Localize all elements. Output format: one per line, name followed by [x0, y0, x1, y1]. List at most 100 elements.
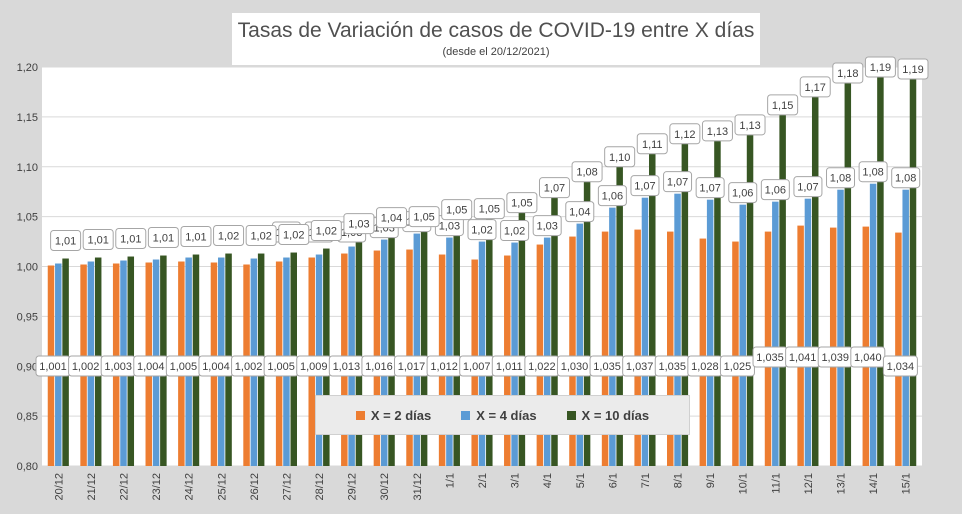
- data-label-x4-box: [663, 171, 693, 193]
- data-label-x10: 1,05: [479, 204, 500, 216]
- bar: [706, 199, 714, 467]
- data-label-x10: 1,08: [576, 167, 597, 179]
- bar: [453, 219, 460, 466]
- data-label-x10-box: [832, 62, 864, 84]
- data-label-x10-box: [864, 56, 896, 78]
- x-tick-label: 2/1: [477, 473, 489, 488]
- bar: [478, 241, 486, 466]
- data-label-x2: 1,005: [170, 361, 198, 373]
- x-tick-label: 28/12: [314, 473, 326, 501]
- bar: [649, 153, 656, 466]
- data-label-x4: 1,06: [732, 188, 753, 200]
- data-label-x4: 1,06: [765, 185, 786, 197]
- bar: [486, 218, 493, 466]
- data-label-x10-box: [115, 228, 147, 250]
- data-label-x10: 1,01: [55, 236, 76, 248]
- x-tick-label: 11/1: [770, 473, 782, 494]
- data-label-x2: 1,002: [72, 361, 100, 373]
- data-label-x4: 1,02: [471, 225, 492, 237]
- data-label-x4: 1,02: [504, 226, 525, 238]
- x-tick-label: 8/1: [673, 473, 685, 488]
- legend-item-x10: X = 10 días: [566, 408, 649, 423]
- data-label-x10-box: [538, 177, 570, 199]
- data-label-x10-box: [50, 230, 82, 252]
- data-label-x10-box: [180, 226, 212, 248]
- data-label-x10-box: [376, 207, 408, 229]
- data-label-x2: 1,003: [104, 361, 132, 373]
- data-label-x2: 1,030: [561, 361, 589, 373]
- data-label-x10: 1,13: [739, 120, 760, 132]
- legend-label-x2: X = 2 días: [370, 407, 432, 423]
- x-tick-label: 12/1: [803, 473, 815, 494]
- legend-swatch-x2: [355, 410, 365, 420]
- data-label-x10-box: [343, 213, 375, 235]
- bar: [551, 197, 558, 467]
- data-label-x4: 1,08: [862, 167, 883, 179]
- legend-item-x2: X = 2 días: [355, 407, 432, 423]
- y-tick-label: 0,80: [17, 461, 38, 473]
- data-label-x2: 1,002: [235, 361, 263, 373]
- x-tick-label: 24/12: [184, 473, 196, 501]
- data-label-x2: 1,037: [626, 361, 654, 373]
- chart-subtitle: (desde el 20/12/2021): [442, 46, 550, 58]
- bar: [811, 96, 819, 467]
- bar: [877, 76, 884, 466]
- data-label-x10: 1,02: [218, 231, 239, 243]
- x-tick-label: 21/12: [86, 473, 98, 501]
- data-label-x10-box: [897, 58, 929, 80]
- data-label-x4: 1,04: [569, 207, 590, 219]
- bar: [779, 114, 786, 466]
- x-tick-label: 7/1: [640, 473, 652, 488]
- data-label-x4: 1,03: [439, 221, 460, 233]
- bar: [511, 242, 518, 466]
- bar: [746, 134, 754, 466]
- data-label-x10: 1,12: [674, 129, 695, 141]
- data-label-x4: 1,06: [602, 191, 623, 203]
- bar: [609, 207, 616, 466]
- data-label-x4-box: [467, 219, 497, 241]
- legend-swatch-x4: [461, 410, 471, 420]
- x-tick-label: 27/12: [281, 473, 293, 501]
- bar: [420, 226, 428, 466]
- data-label-x2: 1,017: [398, 361, 426, 373]
- bar: [772, 201, 779, 466]
- data-label-x2: 1,004: [202, 361, 230, 373]
- bar: [601, 231, 609, 466]
- data-label-x4-box: [728, 182, 758, 204]
- x-tick-label: 30/12: [379, 473, 391, 501]
- x-tick-label: 9/1: [705, 473, 717, 488]
- data-label-x10-box: [734, 114, 766, 136]
- data-label-x10: 1,01: [120, 234, 141, 246]
- x-tick-label: 13/1: [836, 473, 848, 494]
- x-tick-label: 20/12: [53, 473, 65, 501]
- chart-title: Tasas de Variación de casos de COVID-19 …: [237, 19, 755, 42]
- data-label-x2: 1,004: [137, 361, 165, 373]
- data-label-x10-box: [245, 225, 277, 247]
- bar: [674, 193, 681, 466]
- data-label-x4-box: [630, 175, 660, 197]
- data-label-x4-box: [891, 167, 921, 189]
- data-label-x2: 1,012: [430, 361, 458, 373]
- data-label-x2: 1,005: [267, 361, 295, 373]
- data-label-x2: 1,028: [691, 361, 719, 373]
- y-tick-label: 1,20: [17, 62, 38, 74]
- y-tick-label: 1,00: [17, 262, 38, 274]
- data-label-x10: 1,05: [446, 205, 467, 217]
- data-label-x10: 1,05: [511, 198, 532, 210]
- data-label-x2: 1,040: [854, 352, 882, 364]
- data-label-x4: 1,08: [895, 173, 916, 185]
- data-label-x2: 1,011: [496, 361, 523, 373]
- bar: [569, 236, 576, 466]
- data-label-x10: 1,17: [805, 82, 826, 94]
- data-label-x10-box: [441, 199, 473, 221]
- x-tick-label: 14/1: [868, 473, 880, 494]
- data-label-x4-box: [532, 215, 562, 237]
- data-label-x10-box: [571, 161, 603, 183]
- x-tick-label: 5/1: [575, 473, 587, 488]
- x-tick-label: 3/1: [510, 473, 522, 488]
- x-tick-label: 22/12: [118, 473, 130, 501]
- data-label-x4: 1,08: [830, 173, 851, 185]
- data-label-x10: 1,02: [250, 231, 271, 243]
- x-tick-label: 26/12: [249, 473, 261, 501]
